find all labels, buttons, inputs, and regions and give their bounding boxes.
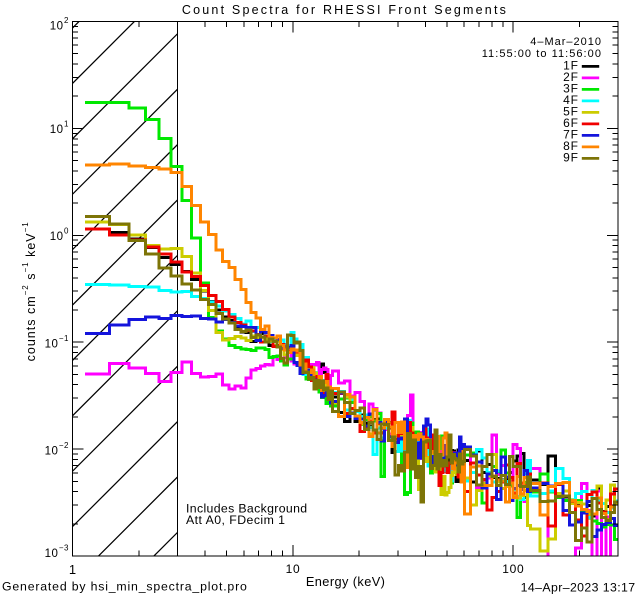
- svg-text:100: 100: [502, 562, 524, 576]
- svg-text:3F: 3F: [563, 81, 579, 95]
- svg-text:Count Spectra for RHESSI Front: Count Spectra for RHESSI Front Segments: [182, 3, 508, 17]
- svg-text:Att A0, FDecim 1: Att A0, FDecim 1: [186, 513, 285, 527]
- svg-text:8F: 8F: [563, 139, 579, 153]
- svg-text:6F: 6F: [563, 116, 579, 130]
- svg-text:Energy (keV): Energy (keV): [306, 574, 385, 589]
- svg-text:4–Mar–2010: 4–Mar–2010: [530, 36, 602, 48]
- svg-text:1: 1: [69, 562, 76, 577]
- svg-text:14–Apr–2023 13:17: 14–Apr–2023 13:17: [521, 580, 636, 594]
- svg-text:10: 10: [286, 562, 301, 576]
- svg-text:5F: 5F: [563, 104, 579, 118]
- svg-text:1F: 1F: [563, 58, 579, 72]
- svg-text:Includes Background: Includes Background: [186, 501, 308, 515]
- svg-text:2F: 2F: [563, 70, 579, 84]
- svg-text:9F: 9F: [563, 150, 579, 164]
- svg-text:7F: 7F: [563, 127, 579, 141]
- svg-text:counts cm−2 s−1 keV−1: counts cm−2 s−1 keV−1: [21, 221, 38, 361]
- svg-text:Generated by hsi_min_spectra_p: Generated by hsi_min_spectra_plot.pro: [2, 579, 248, 593]
- svg-text:4F: 4F: [563, 93, 579, 107]
- svg-text:11:55:00 to 11:56:00: 11:55:00 to 11:56:00: [482, 48, 602, 60]
